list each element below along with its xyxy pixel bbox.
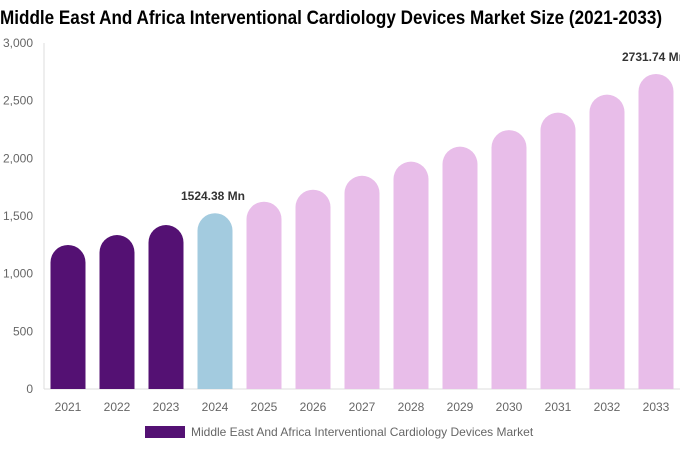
bar-2031 [540, 112, 576, 390]
x-tick-label: 2026 [300, 400, 327, 414]
bar-2028 [393, 161, 429, 389]
legend-swatch [145, 426, 185, 438]
x-tick-label: 2023 [153, 400, 180, 414]
x-tick-label: 2031 [545, 400, 572, 414]
bar-2029 [442, 146, 478, 389]
data-label: 2731.74 Mn [622, 50, 680, 64]
bar-2022 [99, 235, 135, 389]
y-tick-label: 2,500 [3, 94, 33, 108]
y-tick-label: 1,000 [3, 267, 33, 281]
x-tick-label: 2022 [104, 400, 131, 414]
bar-2023 [148, 224, 184, 389]
bar-2026 [295, 189, 331, 389]
data-label: 1524.38 Mn [181, 189, 245, 203]
legend-label: Middle East And Africa Interventional Ca… [191, 425, 534, 439]
bar-2033 [638, 73, 674, 389]
legend: Middle East And Africa Interventional Ca… [145, 425, 533, 439]
y-tick-label: 0 [26, 382, 33, 396]
y-tick-label: 1,500 [3, 209, 33, 223]
x-tick-label: 2033 [643, 400, 670, 414]
bar-2025 [246, 201, 282, 389]
y-tick-label: 3,000 [3, 36, 33, 50]
x-tick-label: 2029 [447, 400, 474, 414]
x-tick-label: 2030 [496, 400, 523, 414]
x-tick-label: 2028 [398, 400, 425, 414]
y-tick-label: 2,000 [3, 151, 33, 165]
bar-2024 [197, 213, 233, 389]
x-tick-label: 2027 [349, 400, 376, 414]
bar-2021 [50, 244, 86, 389]
bar-2032 [589, 94, 625, 389]
x-tick-label: 2024 [202, 400, 229, 414]
chart-title: Middle East And Africa Interventional Ca… [0, 8, 663, 29]
y-tick-label: 500 [13, 324, 33, 338]
x-tick-label: 2032 [594, 400, 621, 414]
bar-2027 [344, 175, 380, 389]
x-tick-label: 2021 [55, 400, 82, 414]
x-tick-label: 2025 [251, 400, 278, 414]
bar-2030 [491, 130, 527, 389]
